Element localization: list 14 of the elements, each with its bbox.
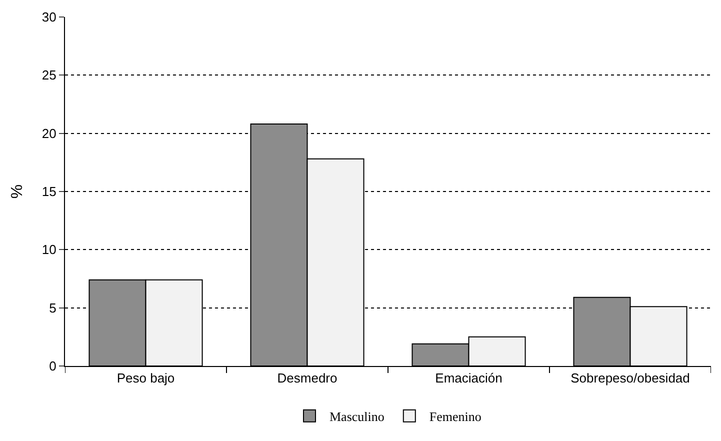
legend-label: Femenino bbox=[429, 408, 482, 424]
legend-label: Masculino bbox=[330, 408, 384, 424]
y-tick-label: 15 bbox=[42, 184, 56, 200]
x-tick-label: Peso bajo bbox=[116, 370, 175, 386]
x-tick-label: Emaciación bbox=[435, 370, 502, 386]
y-tick-label: 0 bbox=[49, 358, 56, 374]
y-tick-label: 20 bbox=[42, 126, 56, 141]
y-tick-label: 25 bbox=[42, 68, 56, 83]
y-tick-label: 10 bbox=[42, 242, 56, 258]
y-tick-label: 30 bbox=[42, 10, 56, 25]
y-tick-label: 5 bbox=[49, 300, 56, 316]
y-axis-title: % bbox=[8, 184, 26, 199]
x-tick-label: Sobrepeso/obesidad bbox=[570, 370, 690, 386]
x-tick-label: Desmedro bbox=[277, 370, 338, 386]
